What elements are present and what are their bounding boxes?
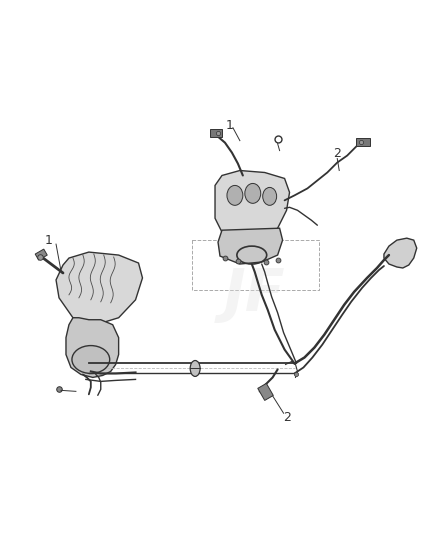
Polygon shape [384, 238, 417, 268]
Text: 1: 1 [45, 233, 53, 247]
Polygon shape [215, 171, 290, 240]
Text: 1: 1 [226, 119, 234, 132]
Ellipse shape [245, 183, 261, 203]
Ellipse shape [190, 360, 200, 376]
Ellipse shape [263, 188, 277, 205]
Ellipse shape [227, 185, 243, 205]
Bar [258, 383, 273, 400]
Bar [356, 138, 370, 146]
Bar [210, 129, 222, 136]
Polygon shape [66, 318, 119, 377]
Polygon shape [218, 228, 283, 264]
Text: 2: 2 [284, 411, 292, 424]
Bar [35, 249, 47, 260]
Text: JF: JF [224, 266, 286, 324]
Text: 2: 2 [333, 147, 341, 160]
Ellipse shape [72, 345, 110, 374]
Polygon shape [56, 252, 142, 325]
